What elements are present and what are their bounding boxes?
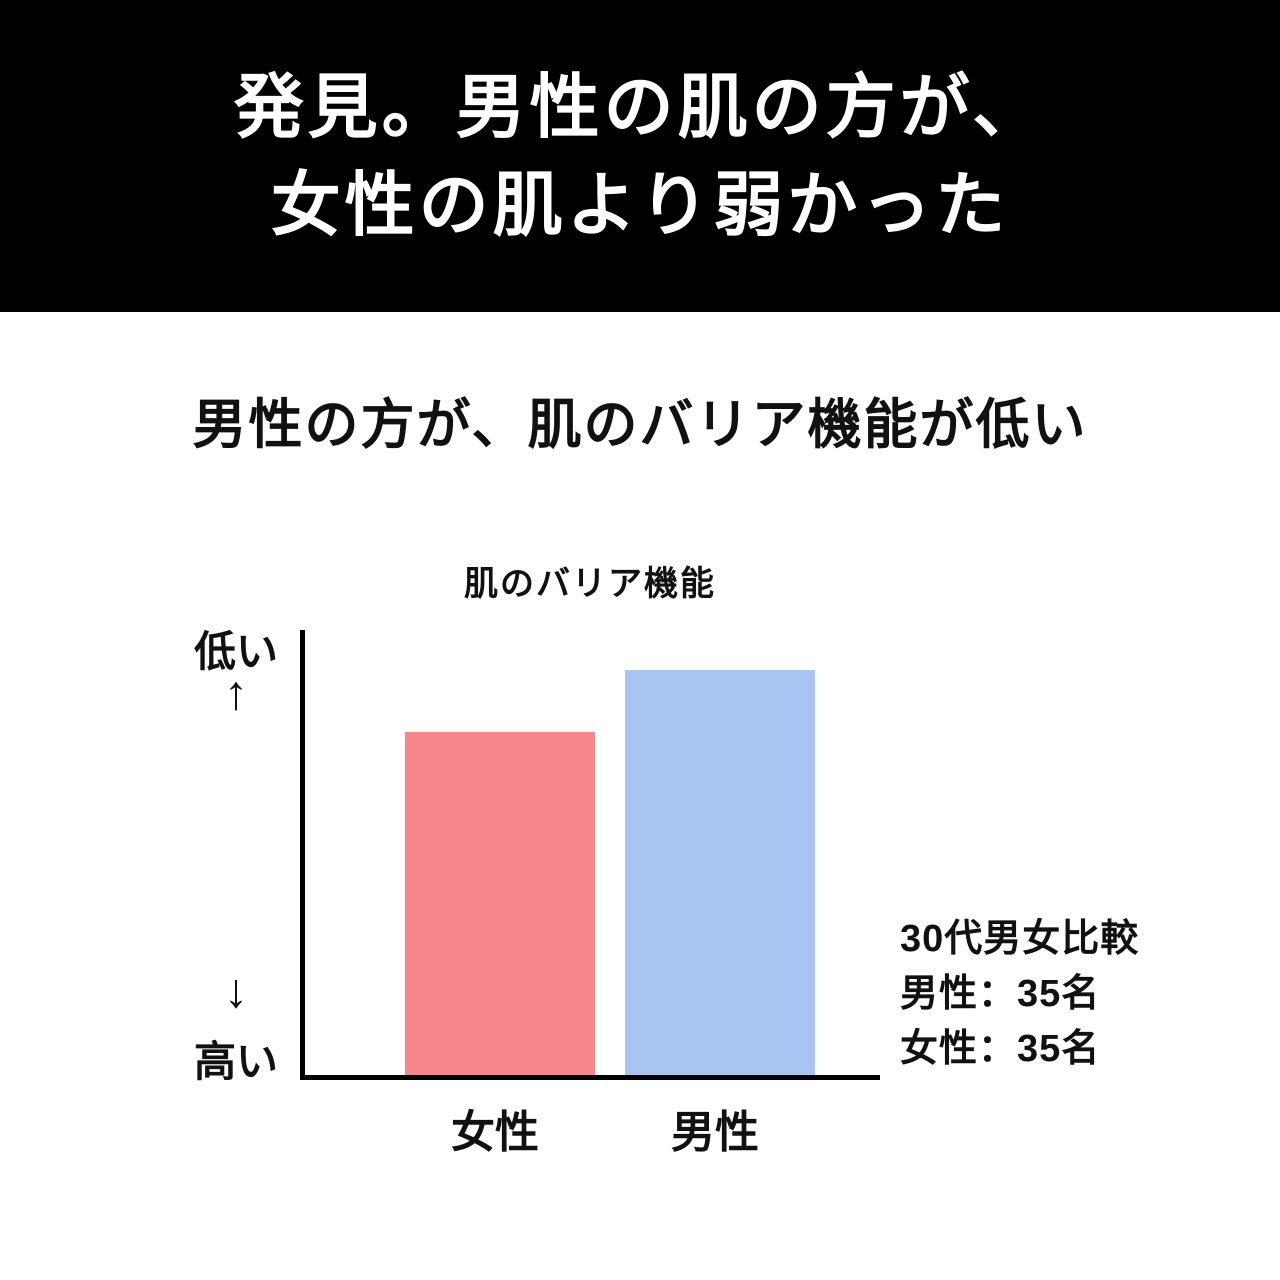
chart-title: 肌のバリア機能 bbox=[464, 565, 716, 603]
x-axis-label-female: 女性 bbox=[451, 1108, 539, 1157]
annotation-line-comparison: 30代男女比較 bbox=[900, 918, 1140, 960]
bar bbox=[625, 670, 815, 1075]
banner-title-line1: 発見。男性の肌の方が、 bbox=[233, 68, 1047, 146]
sub-headline: 男性の方が、肌のバリア機能が低い bbox=[192, 395, 1088, 455]
x-axis-label-male: 男性 bbox=[671, 1108, 759, 1157]
arrow-up-icon: ↑ bbox=[224, 667, 248, 720]
banner-title-line2: 女性の肌より弱かった bbox=[270, 166, 1010, 244]
annotation-line-male-count: 男性：35名 bbox=[900, 973, 1101, 1016]
bar bbox=[405, 732, 595, 1075]
bar-chart-plot-area bbox=[300, 630, 880, 1080]
header-banner: 発見。男性の肌の方が、 女性の肌より弱かった bbox=[0, 0, 1280, 312]
y-axis-top-label: 低い bbox=[193, 628, 278, 675]
annotation-line-female-count: 女性：35名 bbox=[900, 1028, 1101, 1071]
sample-annotation: 30代男女比較 男性：35名 女性：35名 bbox=[900, 912, 1139, 1077]
arrow-down-icon: ↓ bbox=[224, 965, 248, 1018]
y-axis-bottom-label: 高い bbox=[193, 1038, 278, 1085]
